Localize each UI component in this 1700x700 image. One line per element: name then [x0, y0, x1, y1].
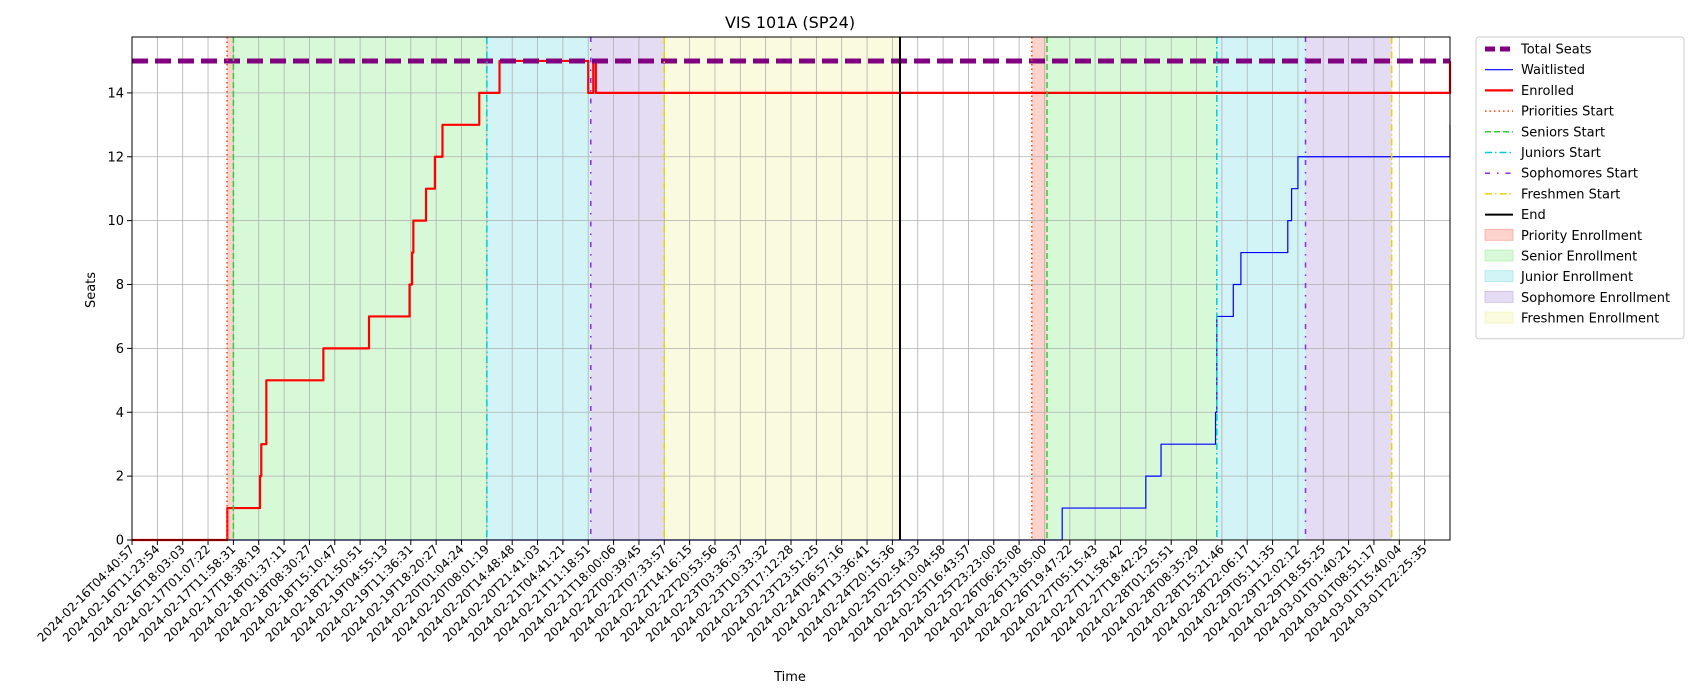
legend-label-priorities-start: Priorities Start: [1521, 105, 1614, 120]
legend-swatch-sophomore-enrollment: [1484, 290, 1514, 303]
y-tick-label: 6: [116, 342, 124, 357]
y-axis-label: Seats: [84, 272, 99, 308]
legend-label-freshmen-start: Freshmen Start: [1521, 187, 1620, 202]
region-freshmen-enrollment: [664, 37, 900, 540]
y-tick-label: 8: [116, 278, 124, 293]
series-enrolled: [132, 59, 1452, 542]
phase-start-lines: [226, 37, 1393, 540]
legend-label-juniors-start: Juniors Start: [1520, 146, 1601, 161]
y-tick-label: 10: [107, 214, 124, 229]
y-axis: 0 2 4 6 8 10 12 14: [107, 86, 132, 549]
legend-label-sophomores-start: Sophomores Start: [1521, 167, 1638, 182]
y-tick-label: 4: [116, 406, 124, 421]
legend-label-sophomore-enrollment: Sophomore Enrollment: [1521, 291, 1670, 306]
y-tick-label: 12: [107, 150, 124, 165]
legend-label-total-seats: Total Seats: [1520, 43, 1592, 58]
legend-swatch-junior-enrollment: [1484, 270, 1514, 283]
legend-label-seniors-start: Seniors Start: [1521, 125, 1605, 140]
legend-label-enrolled: Enrolled: [1521, 84, 1574, 99]
legend-box: [1475, 36, 1685, 340]
legend-label-junior-enrollment: Junior Enrollment: [1520, 270, 1633, 285]
grid-lines: [131, 37, 1450, 541]
legend-swatch-priority-enrollment: [1484, 228, 1514, 241]
x-axis: 2024-02-16T04:40:572024-02-16T11:23:5420…: [35, 540, 1430, 645]
y-tick-label: 2: [116, 470, 124, 485]
legend: Total Seats Waitlisted Enrolled Priorities …: [1475, 36, 1685, 340]
region-junior-enrollment: [1216, 37, 1306, 540]
legend-label-senior-enrollment: Senior Enrollment: [1521, 250, 1637, 265]
legend-label-priority-enrollment: Priority Enrollment: [1521, 229, 1642, 244]
legend-swatch-freshmen-enrollment: [1484, 311, 1514, 324]
region-junior-enrollment: [486, 37, 591, 540]
region-priority-enrollment: [227, 37, 234, 540]
enrollment-regions: [227, 37, 1392, 540]
region-priority-enrollment: [1031, 37, 1047, 540]
legend-label-waitlisted: Waitlisted: [1521, 63, 1585, 78]
legend-label-freshmen-enrollment: Freshmen Enrollment: [1521, 312, 1659, 327]
region-sophomore-enrollment: [590, 37, 665, 540]
chart-title: VIS 101A (SP24): [725, 13, 855, 32]
region-senior-enrollment: [1046, 37, 1217, 540]
x-axis-label: Time: [773, 670, 806, 685]
legend-swatch-senior-enrollment: [1484, 249, 1514, 262]
y-tick-label: 14: [107, 86, 124, 101]
legend-label-end: End: [1521, 208, 1546, 223]
y-tick-label: 0: [116, 534, 124, 549]
